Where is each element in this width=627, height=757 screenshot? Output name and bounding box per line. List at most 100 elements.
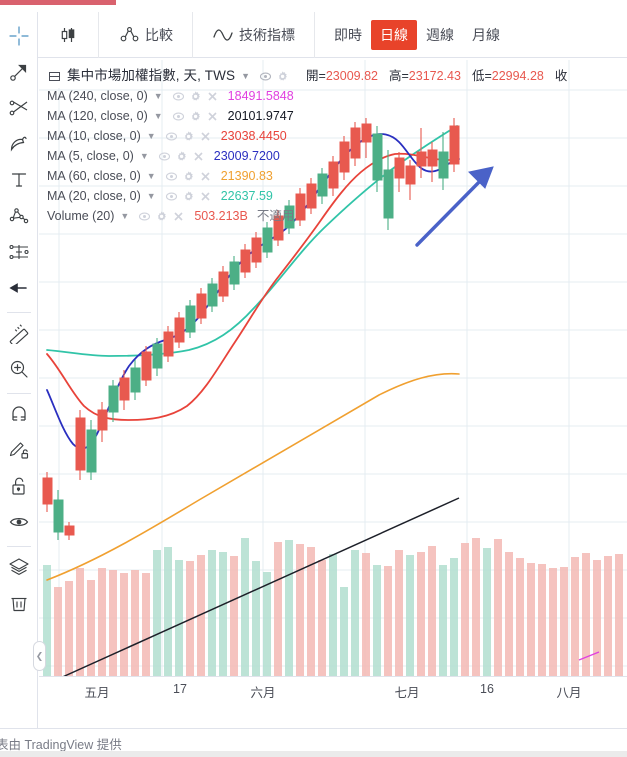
legend-study-ma5[interactable]: MA (5, close, 0) ▼ 23009.7200: [47, 146, 625, 166]
pane-collapse-handle[interactable]: ❮: [33, 641, 46, 671]
gear-icon[interactable]: [188, 109, 203, 124]
eye-icon[interactable]: [171, 109, 186, 124]
candlestick-icon: [57, 24, 79, 46]
legend-symbol-row[interactable]: 集中市場加權指數, 天, TWS ▼: [47, 66, 625, 86]
study-name: MA (20, close, 0): [47, 189, 141, 203]
tool-hide-drawings[interactable]: [4, 506, 34, 542]
tool-remove-drawings[interactable]: [4, 587, 34, 623]
interval-realtime-label: 即時: [334, 26, 362, 43]
chart-legend: 集中市場加權指數, 天, TWS ▼: [47, 66, 625, 226]
chevron-down-icon[interactable]: ▼: [139, 151, 149, 161]
legend-study-volume[interactable]: Volume (20) ▼ 503.213B 不適用: [47, 206, 625, 226]
eye-icon[interactable]: [157, 149, 172, 164]
drawing-tools-rail: [0, 12, 38, 728]
chevron-down-icon[interactable]: ▼: [146, 171, 156, 181]
legend-study-ma120[interactable]: MA (120, close, 0) ▼ 20101.9747: [47, 106, 625, 126]
close-icon[interactable]: [191, 149, 206, 164]
eye-hide-icon: [8, 511, 30, 538]
gear-icon[interactable]: [181, 169, 196, 184]
eye-icon[interactable]: [164, 129, 179, 144]
tool-magnet[interactable]: [4, 398, 34, 434]
gear-icon[interactable]: [181, 189, 196, 204]
volume-trendline: [46, 497, 460, 685]
gear-icon[interactable]: [188, 89, 203, 104]
eye-icon[interactable]: [258, 69, 273, 84]
study-name: MA (60, close, 0): [47, 169, 141, 183]
legend-study-ma10[interactable]: MA (10, close, 0) ▼ 23038.4450: [47, 126, 625, 146]
study-name: MA (120, close, 0): [47, 109, 148, 123]
uptrend-arrow-annotation: [415, 166, 494, 247]
study-controls: [164, 189, 213, 204]
candlestick-type-button[interactable]: [48, 20, 88, 50]
rail-divider-3: [6, 546, 31, 547]
tool-arrow-marker[interactable]: [4, 272, 34, 308]
rail-divider-2: [6, 393, 31, 394]
pattern-icon: [8, 205, 30, 232]
crosshair-icon: [8, 25, 30, 52]
close-icon[interactable]: [171, 209, 186, 224]
xaxis-tick: 五月: [84, 686, 110, 700]
eye-icon[interactable]: [137, 209, 152, 224]
tool-trend-line[interactable]: [4, 56, 34, 92]
ohlc-values: 開=23009.82 高=23172.43 低=22994.28 收: [306, 66, 567, 86]
ohlc-open: 開=23009.82: [306, 69, 378, 83]
legend-study-ma60[interactable]: MA (60, close, 0) ▼ 21390.83: [47, 166, 625, 186]
interval-realtime-button[interactable]: 即時: [325, 20, 371, 50]
toolbar-group-indicators: 技術指標: [193, 11, 315, 58]
eye-icon[interactable]: [164, 169, 179, 184]
forecast-icon: [8, 241, 30, 268]
interval-daily-button[interactable]: 日線: [371, 19, 417, 50]
trend-line-arrow-icon: [8, 61, 30, 88]
tool-text[interactable]: [4, 164, 34, 200]
chevron-down-icon[interactable]: ▼: [153, 111, 163, 121]
chart-canvas[interactable]: 集中市場加權指數, 天, TWS ▼: [39, 60, 627, 728]
interval-daily-label: 日線: [380, 26, 408, 43]
fib-retracement-icon: [8, 97, 30, 124]
tool-drawing-lock[interactable]: [4, 434, 34, 470]
symbol-caret-icon[interactable]: ▼: [241, 71, 251, 81]
legend-study-ma20[interactable]: MA (20, close, 0) ▼ 22637.59: [47, 186, 625, 206]
study-controls: [157, 149, 206, 164]
tool-measure[interactable]: [4, 317, 34, 353]
tool-lock[interactable]: [4, 470, 34, 506]
eye-icon[interactable]: [164, 189, 179, 204]
trash-icon: [8, 592, 30, 619]
gear-icon[interactable]: [174, 149, 189, 164]
indicators-button[interactable]: 技術指標: [203, 20, 304, 50]
close-icon[interactable]: [198, 189, 213, 204]
chevron-down-icon[interactable]: ▼: [153, 91, 163, 101]
gear-icon[interactable]: [275, 69, 290, 84]
layers-icon: [8, 556, 30, 583]
ohlc-high: 高=23172.43: [388, 69, 461, 83]
eye-icon[interactable]: [171, 89, 186, 104]
compare-icon: [118, 24, 140, 46]
chevron-down-icon[interactable]: ▼: [120, 211, 130, 221]
symbol-title: 集中市場加權指數, 天, TWS: [67, 68, 236, 83]
zoom-in-icon: [8, 358, 30, 385]
ohlc-close: 收: [554, 69, 568, 83]
chevron-down-icon[interactable]: ▼: [146, 131, 156, 141]
tool-crosshair[interactable]: [4, 20, 34, 56]
magnet-icon: [8, 403, 30, 430]
close-icon[interactable]: [205, 109, 220, 124]
close-icon[interactable]: [198, 169, 213, 184]
tool-brush[interactable]: [4, 128, 34, 164]
tool-object-tree[interactable]: [4, 551, 34, 587]
interval-weekly-button[interactable]: 週線: [417, 20, 463, 50]
interval-monthly-button[interactable]: 月線: [463, 20, 509, 50]
gear-icon[interactable]: [181, 129, 196, 144]
tool-forecast[interactable]: [4, 236, 34, 272]
close-icon[interactable]: [205, 89, 220, 104]
tool-zoom-in[interactable]: [4, 353, 34, 389]
legend-study-ma240[interactable]: MA (240, close, 0) ▼ 18491.5848: [47, 86, 625, 106]
tool-fib-retracement[interactable]: [4, 92, 34, 128]
time-axis[interactable]: 五月 17 六月 七月 16 八月: [39, 676, 627, 704]
xaxis-tick: 六月: [250, 686, 276, 700]
gear-icon[interactable]: [154, 209, 169, 224]
chevron-down-icon[interactable]: ▼: [146, 191, 156, 201]
compare-button[interactable]: 比較: [109, 20, 182, 50]
study-value: 21390.83: [220, 169, 273, 183]
tool-pattern[interactable]: [4, 200, 34, 236]
interval-weekly-label: 週線: [426, 26, 454, 43]
close-icon[interactable]: [198, 129, 213, 144]
